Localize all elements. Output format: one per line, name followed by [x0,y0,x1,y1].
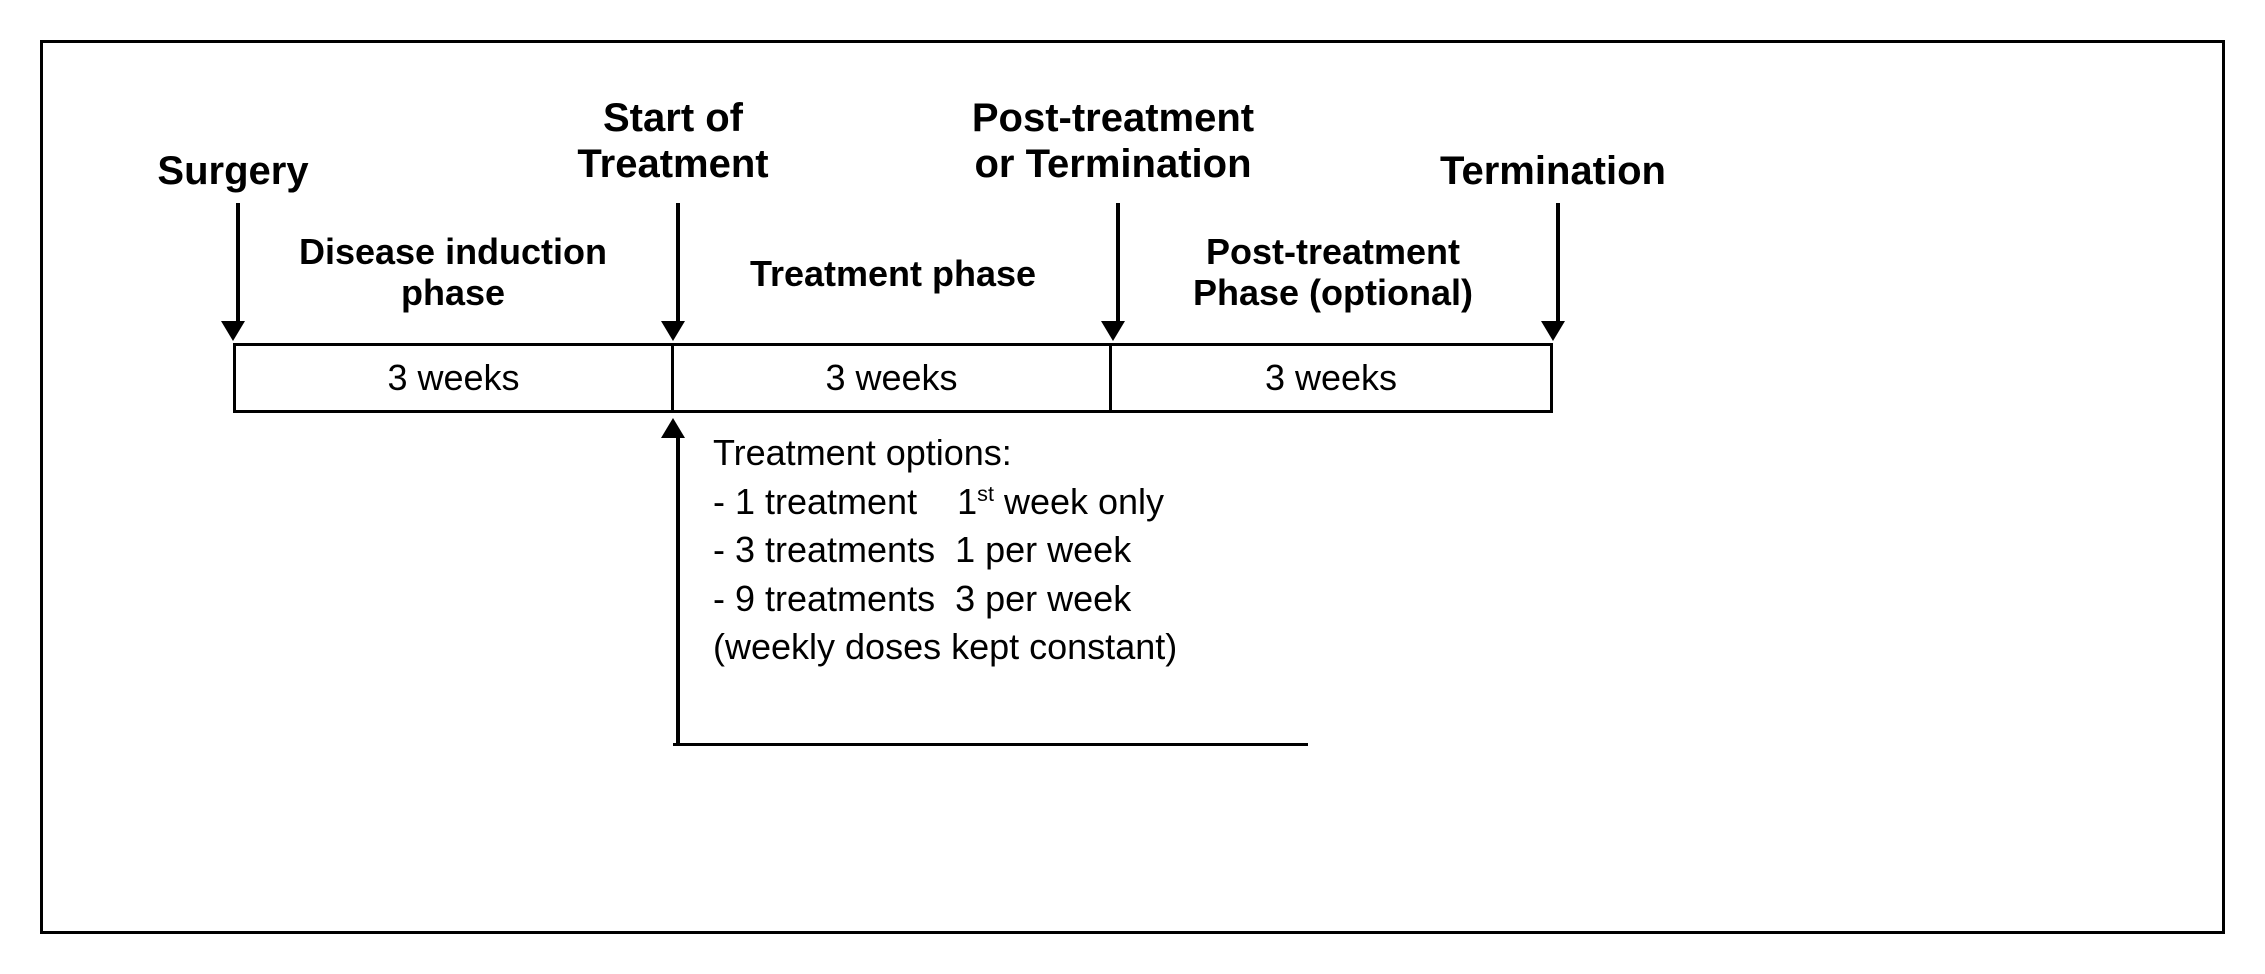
timeline-cell-3-text: 3 weeks [1265,357,1397,399]
milestone-start-treatment: Start ofTreatment [523,95,823,187]
options-row-3: - 9 treatments 3 per week [713,575,1177,624]
milestone-post-or-termination: Post-treatmentor Termination [933,95,1293,187]
timeline-cell-2-text: 3 weeks [825,357,957,399]
timeline-cell-1: 3 weeks [236,346,674,410]
phase-label-3-text: Post-treatmentPhase (optional) [1193,231,1473,313]
arrow-down-1 [231,203,245,341]
timeline-cell-1-text: 3 weeks [387,357,519,399]
options-row-1: - 1 treatment 1st week only [713,478,1177,527]
milestone-termination-text: Termination [1440,149,1666,193]
milestone-termination: Termination [1403,148,1703,194]
arrow-down-4 [1551,203,1565,341]
milestone-surgery: Surgery [123,148,343,194]
diagram-area: Surgery Start ofTreatment Post-treatment… [103,83,2162,891]
treatment-options-block: Treatment options: - 1 treatment 1st wee… [713,429,1177,672]
arrow-down-3 [1111,203,1125,341]
milestone-start-treatment-text: Start ofTreatment [577,96,768,186]
outer-frame: Surgery Start ofTreatment Post-treatment… [40,40,2225,934]
phase-label-2-text: Treatment phase [750,253,1036,294]
arrow-down-2 [671,203,685,341]
options-row-3-left: - 9 treatments [713,578,935,619]
options-row-2: - 3 treatments 1 per week [713,526,1177,575]
options-rule [673,743,1308,746]
options-row-1-left: - 1 treatment [713,481,917,522]
options-row-3-right: 3 per week [955,578,1131,619]
milestone-post-or-termination-text: Post-treatmentor Termination [972,96,1254,186]
phase-label-3: Post-treatmentPhase (optional) [1133,231,1533,314]
options-row-1-right: 1st week only [957,481,1164,522]
timeline-cell-2: 3 weeks [674,346,1112,410]
phase-label-1: Disease inductionphase [253,231,653,314]
timeline-cell-3: 3 weeks [1112,346,1550,410]
options-title: Treatment options: [713,429,1177,478]
options-row-2-right: 1 per week [955,529,1131,570]
phase-label-2: Treatment phase [693,253,1093,294]
arrow-up-options [671,418,685,743]
milestone-surgery-text: Surgery [157,149,308,193]
timeline-box: 3 weeks 3 weeks 3 weeks [233,343,1553,413]
phase-label-1-text: Disease inductionphase [299,231,607,313]
options-row-2-left: - 3 treatments [713,529,935,570]
options-footer: (weekly doses kept constant) [713,623,1177,672]
